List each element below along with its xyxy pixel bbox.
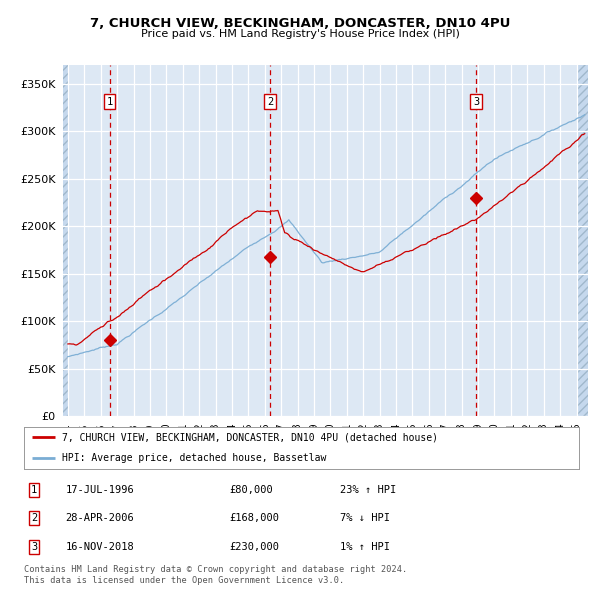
Text: 2: 2 xyxy=(31,513,37,523)
Bar xyxy=(577,65,588,416)
Text: £80,000: £80,000 xyxy=(229,485,273,495)
Text: 1: 1 xyxy=(31,485,37,495)
Bar xyxy=(577,65,588,416)
Text: 7, CHURCH VIEW, BECKINGHAM, DONCASTER, DN10 4PU (detached house): 7, CHURCH VIEW, BECKINGHAM, DONCASTER, D… xyxy=(62,432,438,442)
Text: £230,000: £230,000 xyxy=(229,542,280,552)
Text: £168,000: £168,000 xyxy=(229,513,280,523)
Text: 3: 3 xyxy=(473,97,479,107)
Text: 1: 1 xyxy=(106,97,113,107)
Bar xyxy=(63,65,68,416)
Text: 1% ↑ HPI: 1% ↑ HPI xyxy=(340,542,391,552)
Text: Contains HM Land Registry data © Crown copyright and database right 2024.
This d: Contains HM Land Registry data © Crown c… xyxy=(24,565,407,585)
Text: HPI: Average price, detached house, Bassetlaw: HPI: Average price, detached house, Bass… xyxy=(62,454,326,463)
Text: 3: 3 xyxy=(31,542,37,552)
Text: 7, CHURCH VIEW, BECKINGHAM, DONCASTER, DN10 4PU: 7, CHURCH VIEW, BECKINGHAM, DONCASTER, D… xyxy=(90,17,510,30)
Text: 17-JUL-1996: 17-JUL-1996 xyxy=(65,485,134,495)
Text: 7% ↓ HPI: 7% ↓ HPI xyxy=(340,513,391,523)
Text: 28-APR-2006: 28-APR-2006 xyxy=(65,513,134,523)
Text: 2: 2 xyxy=(267,97,273,107)
Text: 16-NOV-2018: 16-NOV-2018 xyxy=(65,542,134,552)
Text: Price paid vs. HM Land Registry's House Price Index (HPI): Price paid vs. HM Land Registry's House … xyxy=(140,29,460,39)
Bar xyxy=(63,65,68,416)
Text: 23% ↑ HPI: 23% ↑ HPI xyxy=(340,485,397,495)
